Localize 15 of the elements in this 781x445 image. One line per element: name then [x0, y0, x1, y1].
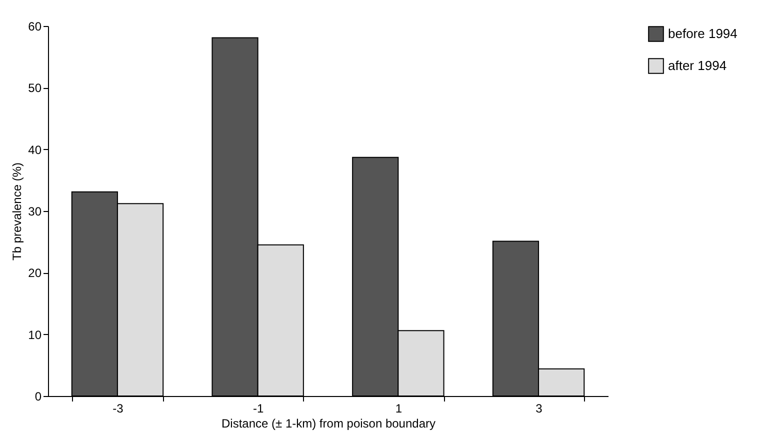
y-tick-label: 20: [28, 266, 42, 280]
y-tick-label: 10: [28, 328, 42, 342]
x-tick-label: 3: [536, 402, 543, 416]
y-axis-title: Tb prevalence (%): [10, 162, 24, 261]
x-tick-label: -3: [112, 402, 124, 416]
y-tick-label: 0: [34, 390, 42, 404]
y-tick-label: 30: [28, 204, 42, 218]
y-tick-label: 50: [28, 81, 42, 96]
x-axis-title: Distance (± 1-km) from poison boundary: [221, 416, 436, 430]
x-tick-label: -1: [252, 402, 264, 416]
y-tick-label: 40: [28, 142, 42, 157]
legend-label: before 1994: [668, 26, 738, 41]
y-tick-label: 60: [28, 20, 42, 34]
legend-label: after 1994: [668, 58, 727, 73]
x-tick-label: 1: [395, 402, 402, 416]
